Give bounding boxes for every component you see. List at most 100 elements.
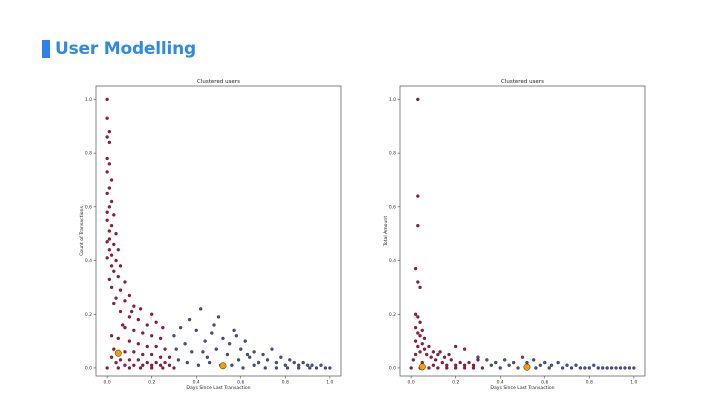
y-axis-label: Count of Transactions xyxy=(79,206,85,256)
cluster-recent-point xyxy=(116,248,120,252)
cluster-lapsed-point xyxy=(261,352,265,357)
cluster-recent-point xyxy=(433,358,438,362)
cluster-recent-point xyxy=(105,218,109,222)
cluster-lapsed-point xyxy=(232,328,236,333)
cluster-recent-point xyxy=(163,347,167,351)
cluster-recent-point xyxy=(145,344,149,349)
cluster-recent-point xyxy=(138,366,143,370)
cluster-recent-point xyxy=(422,336,427,341)
cluster-lapsed-point xyxy=(556,360,560,365)
y-tick-label: 0.6 xyxy=(389,204,396,210)
cluster-recent-point xyxy=(431,363,436,367)
cluster-lapsed-point xyxy=(605,366,609,370)
cluster-recent-point xyxy=(109,334,114,338)
cluster-recent-point xyxy=(121,323,125,327)
cluster-recent-point xyxy=(107,186,112,190)
centroid-point xyxy=(418,363,426,371)
cluster-recent-point xyxy=(150,366,154,370)
cluster-recent-point xyxy=(422,347,427,351)
cluster-lapsed-point xyxy=(225,352,230,357)
cluster-recent-point xyxy=(413,339,418,343)
cluster-recent-point xyxy=(105,366,109,370)
cluster-lapsed-point xyxy=(507,363,511,367)
cluster-lapsed-point xyxy=(185,360,189,365)
x-tick-label: 1.0 xyxy=(326,380,333,386)
cluster-lapsed-point xyxy=(614,366,618,370)
cluster-recent-point xyxy=(116,366,120,370)
cluster-lapsed-point xyxy=(292,360,296,365)
cluster-recent-point xyxy=(123,325,127,330)
cluster-recent-point xyxy=(413,352,418,357)
cluster-lapsed-point xyxy=(187,317,192,322)
cluster-recent-point xyxy=(107,140,112,145)
x-tick-label: 0.2 xyxy=(452,380,459,386)
cluster-lapsed-point xyxy=(596,366,600,370)
cluster-recent-point xyxy=(154,320,158,324)
cluster-recent-point xyxy=(127,315,132,319)
cluster-lapsed-point xyxy=(178,325,183,330)
cluster-lapsed-point xyxy=(236,358,241,362)
cluster-recent-point xyxy=(118,288,123,292)
cluster-lapsed-point xyxy=(549,363,554,367)
cluster-recent-point xyxy=(127,358,132,362)
cluster-recent-point xyxy=(123,350,127,354)
cluster-lapsed-point xyxy=(174,347,178,351)
cluster-recent-point xyxy=(416,223,420,228)
x-axis-label: Days Since Last Transaction xyxy=(186,385,250,391)
x-tick-label: 0.8 xyxy=(586,380,593,386)
cluster-lapsed-point xyxy=(319,363,323,367)
cluster-lapsed-point xyxy=(201,350,205,354)
cluster-recent-point xyxy=(141,331,145,335)
cluster-lapsed-point xyxy=(494,360,498,365)
y-tick-label: 0.0 xyxy=(389,366,396,372)
cluster-recent-point xyxy=(449,358,453,362)
slide-title: User Modelling xyxy=(42,38,196,60)
cluster-lapsed-point xyxy=(230,363,234,367)
cluster-recent-point xyxy=(445,366,449,370)
cluster-recent-point xyxy=(150,312,154,316)
cluster-lapsed-point xyxy=(214,347,218,351)
cluster-lapsed-point xyxy=(252,350,256,354)
cluster-lapsed-point xyxy=(601,366,605,370)
cluster-recent-point xyxy=(145,360,149,365)
cluster-lapsed-point xyxy=(623,366,627,370)
cluster-recent-point xyxy=(427,344,431,349)
cluster-recent-point xyxy=(409,366,413,370)
cluster-lapsed-point xyxy=(578,366,583,370)
cluster-recent-point xyxy=(447,352,451,357)
cluster-recent-point xyxy=(167,355,172,359)
cluster-lapsed-point xyxy=(274,360,279,365)
cluster-lapsed-point xyxy=(194,328,198,333)
cluster-lapsed-point xyxy=(547,366,551,370)
cluster-recent-point xyxy=(118,358,123,362)
cluster-lapsed-point xyxy=(632,366,636,370)
cluster-lapsed-point xyxy=(503,358,507,362)
cluster-recent-point xyxy=(109,285,114,290)
cluster-recent-point xyxy=(150,334,154,338)
cluster-recent-point xyxy=(416,97,420,102)
x-tick-label: 0.0 xyxy=(104,380,111,386)
cluster-lapsed-point xyxy=(252,363,256,367)
cluster-lapsed-point xyxy=(172,334,176,338)
cluster-recent-point xyxy=(105,256,109,260)
centroid-point xyxy=(114,349,122,357)
y-axis-label: Total Amount xyxy=(383,216,389,247)
cluster-lapsed-point xyxy=(565,363,569,367)
x-tick-label: 0.0 xyxy=(408,380,415,386)
cluster-recent-point xyxy=(158,355,163,359)
slide-title-text: User Modelling xyxy=(55,39,197,59)
cluster-recent-point xyxy=(123,280,127,284)
y-tick-label: 1.0 xyxy=(389,97,396,103)
x-tick-label: 1.0 xyxy=(630,380,637,386)
cluster-recent-point xyxy=(132,304,136,308)
cluster-recent-point xyxy=(105,191,109,196)
cluster-lapsed-point xyxy=(498,366,502,370)
cluster-recent-point xyxy=(136,317,140,322)
cluster-lapsed-point xyxy=(476,355,480,359)
cluster-recent-point xyxy=(107,205,112,209)
cluster-recent-point xyxy=(418,334,422,338)
cluster-recent-point xyxy=(420,328,424,333)
centroid-point xyxy=(523,363,531,371)
cluster-lapsed-point xyxy=(274,366,279,370)
cluster-recent-point xyxy=(107,248,112,252)
